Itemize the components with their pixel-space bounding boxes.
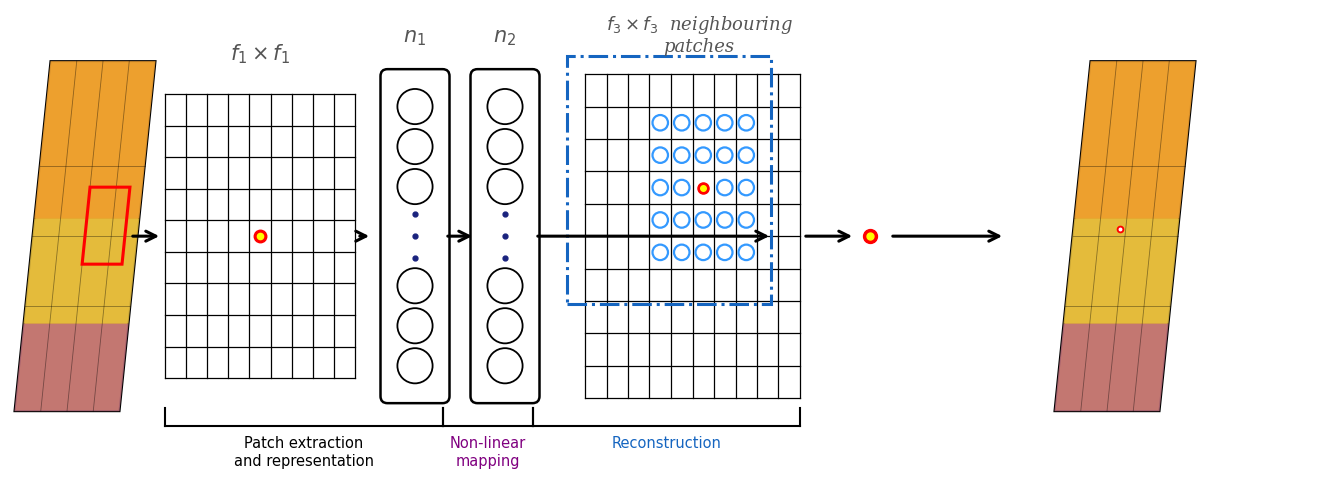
Circle shape	[487, 308, 523, 343]
Circle shape	[652, 212, 668, 228]
Polygon shape	[1055, 324, 1168, 411]
Text: patches: patches	[664, 38, 735, 56]
Circle shape	[397, 308, 433, 343]
Circle shape	[738, 148, 754, 163]
Circle shape	[675, 148, 689, 163]
Polygon shape	[34, 61, 156, 218]
Polygon shape	[15, 61, 156, 411]
Circle shape	[487, 348, 523, 383]
Circle shape	[717, 180, 733, 195]
Text: $f_1 \times f_1$: $f_1 \times f_1$	[230, 43, 290, 66]
Text: Non-linear
mapping: Non-linear mapping	[449, 436, 525, 468]
Circle shape	[675, 212, 689, 228]
Circle shape	[696, 115, 711, 130]
Circle shape	[738, 115, 754, 130]
FancyBboxPatch shape	[380, 69, 450, 403]
Circle shape	[696, 148, 711, 163]
Text: $n_1$: $n_1$	[404, 29, 426, 48]
Text: $f_3 \times f_3$  neighbouring: $f_3 \times f_3$ neighbouring	[606, 14, 792, 36]
Polygon shape	[1064, 218, 1179, 324]
Circle shape	[397, 89, 433, 124]
Circle shape	[696, 245, 711, 260]
Circle shape	[717, 245, 733, 260]
Text: $n_2$: $n_2$	[494, 29, 516, 48]
Polygon shape	[15, 324, 128, 411]
Circle shape	[652, 245, 668, 260]
Circle shape	[738, 245, 754, 260]
Circle shape	[717, 115, 733, 130]
Bar	[568, 56, 771, 305]
FancyBboxPatch shape	[470, 69, 540, 403]
Circle shape	[487, 89, 523, 124]
Circle shape	[397, 348, 433, 383]
Circle shape	[675, 180, 689, 195]
Circle shape	[652, 115, 668, 130]
Circle shape	[397, 129, 433, 164]
Circle shape	[696, 212, 711, 228]
Circle shape	[675, 245, 689, 260]
Circle shape	[487, 169, 523, 204]
Circle shape	[652, 148, 668, 163]
Text: Patch extraction
and representation: Patch extraction and representation	[234, 436, 374, 468]
Circle shape	[738, 212, 754, 228]
Circle shape	[717, 212, 733, 228]
Circle shape	[487, 129, 523, 164]
Polygon shape	[24, 218, 140, 324]
Polygon shape	[1055, 61, 1196, 411]
Circle shape	[717, 148, 733, 163]
Circle shape	[652, 180, 668, 195]
Circle shape	[675, 115, 689, 130]
Circle shape	[738, 180, 754, 195]
Circle shape	[397, 268, 433, 304]
Circle shape	[397, 169, 433, 204]
Polygon shape	[1074, 61, 1196, 218]
Circle shape	[487, 268, 523, 304]
Text: Reconstruction: Reconstruction	[611, 436, 721, 451]
